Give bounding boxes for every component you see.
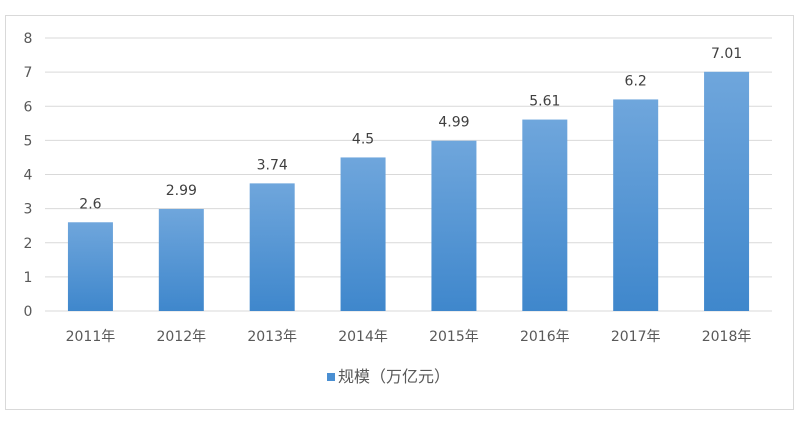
- chart-frame: [5, 15, 794, 410]
- data-label: 4.99: [438, 115, 469, 131]
- y-tick-label: 8: [24, 31, 33, 47]
- y-tick-label: 7: [24, 65, 33, 81]
- x-tick-label: 2016年: [520, 329, 570, 345]
- bar: [158, 208, 204, 311]
- data-label: 3.74: [257, 157, 288, 173]
- legend-marker: [327, 373, 335, 381]
- bar: [522, 119, 568, 311]
- x-tick-label: 2017年: [611, 329, 661, 345]
- y-tick-label: 0: [24, 304, 33, 320]
- x-tick-label: 2014年: [338, 329, 388, 345]
- legend-label: 规模（万亿元）: [338, 367, 450, 386]
- bar: [67, 222, 113, 311]
- y-tick-label: 5: [24, 133, 33, 149]
- data-label: 6.2: [625, 73, 647, 89]
- data-label: 2.99: [166, 183, 197, 199]
- x-tick-label: 2011年: [66, 329, 116, 345]
- data-label: 5.61: [529, 94, 560, 110]
- bar: [704, 71, 750, 311]
- data-label: 7.01: [711, 46, 742, 62]
- data-label: 4.5: [352, 131, 374, 147]
- bar: [431, 140, 477, 311]
- x-tick-label: 2013年: [247, 329, 297, 345]
- y-tick-label: 2: [24, 236, 33, 252]
- x-tick-label: 2012年: [156, 329, 206, 345]
- y-tick-label: 3: [24, 202, 33, 218]
- legend: 规模（万亿元）: [327, 367, 450, 386]
- y-tick-label: 6: [24, 99, 33, 115]
- y-tick-label: 1: [24, 270, 33, 286]
- bar: [249, 183, 295, 311]
- data-label: 2.6: [79, 196, 101, 212]
- bar: [613, 99, 659, 311]
- bar: [340, 157, 386, 311]
- x-tick-label: 2015年: [429, 329, 479, 345]
- y-tick-label: 4: [24, 168, 33, 184]
- x-tick-label: 2018年: [702, 329, 752, 345]
